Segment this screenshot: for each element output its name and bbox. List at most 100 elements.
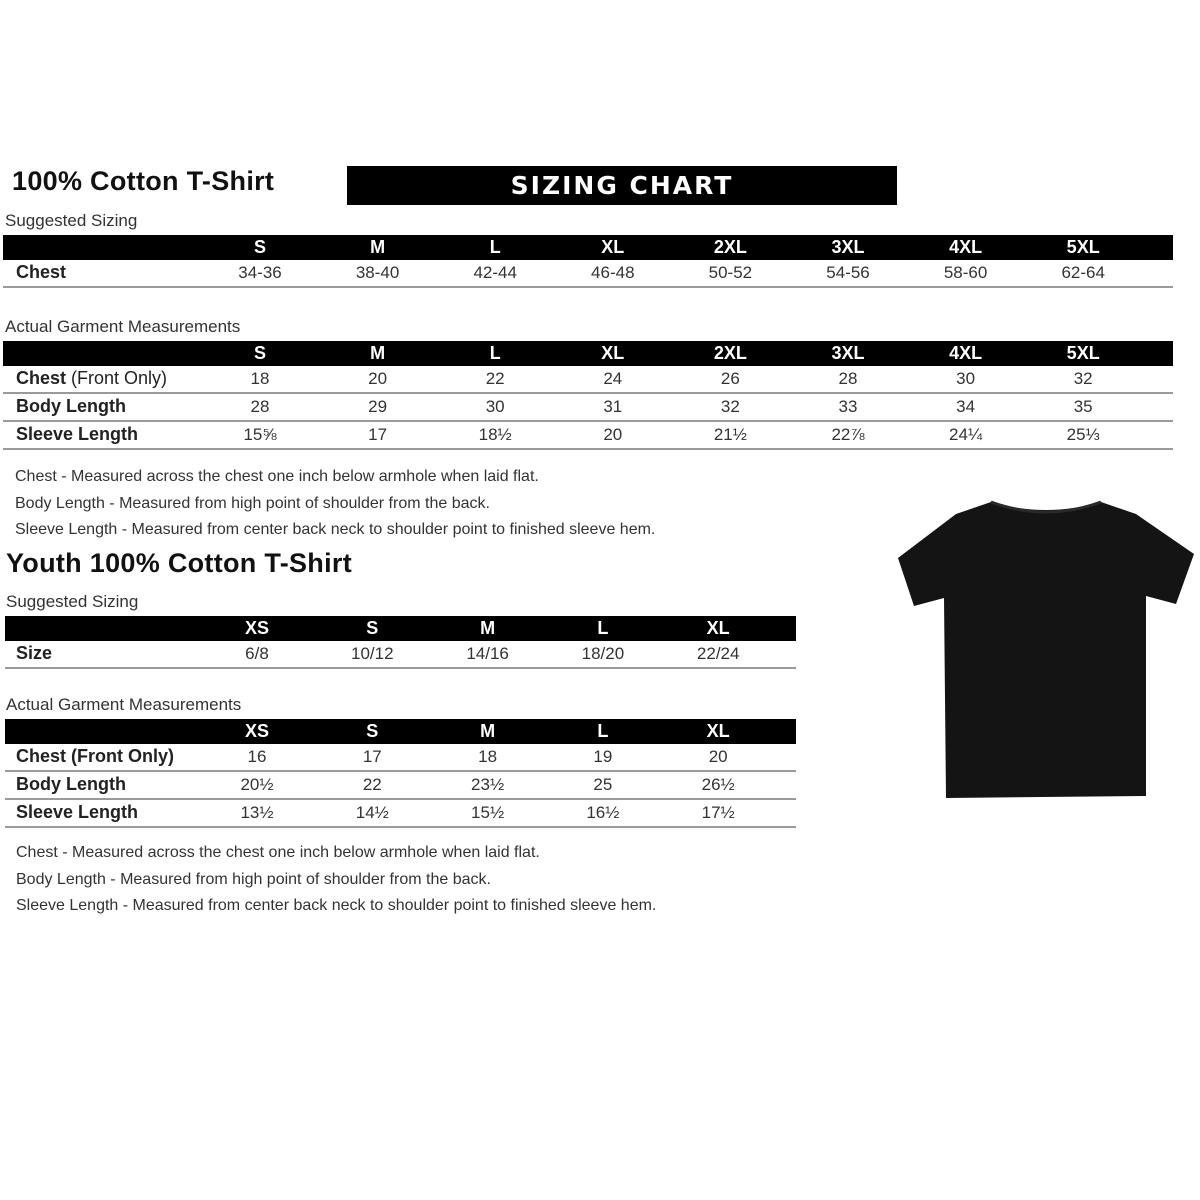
measurement-cell: 15½ (471, 803, 505, 822)
measurement-cell: 62-64 (1061, 263, 1105, 282)
measurement-cell: 58-60 (943, 263, 988, 282)
measurement-cell: 21½ (713, 425, 747, 444)
size-header-bar: XS S M L XL (5, 616, 796, 641)
size-header-xl: XL (601, 343, 625, 363)
measurement-cell: 26 (720, 369, 740, 388)
size-header-bar: S M L XL 2XL 3XL 4XL 5XL (3, 341, 1173, 366)
measurement-cell: 28 (838, 369, 858, 388)
measurement-cell: 18/20 (581, 644, 625, 663)
measurement-cell: 20 (708, 747, 728, 766)
size-header-3xl: 3XL (831, 343, 865, 363)
measurement-cell: 25⅓ (1066, 425, 1100, 444)
row-label: Size (16, 643, 52, 664)
measurement-cell: 15⅝ (243, 425, 277, 444)
row-divider (5, 826, 796, 828)
row-label: Body Length (16, 774, 126, 795)
measurement-cell: 31 (603, 397, 623, 416)
adult-title: 100% Cotton T-Shirt (12, 166, 275, 196)
measurement-cell: 20 (368, 369, 388, 388)
measurement-cell: 42-44 (473, 263, 517, 282)
size-header-s: S (366, 618, 379, 638)
measurement-cell: 24 (603, 369, 623, 388)
adult-note-sleeve: Sleeve Length - Measured from center bac… (15, 521, 656, 538)
size-header-2xl: 2XL (713, 343, 747, 363)
size-header-m: M (480, 721, 496, 741)
measurement-cell: 16½ (586, 803, 620, 822)
adult-suggested-label: Suggested Sizing (5, 211, 138, 230)
size-header-s: S (366, 721, 379, 741)
measurement-cell: 26½ (701, 775, 735, 794)
measurement-cell: 17 (362, 747, 382, 766)
row-divider (3, 392, 1173, 394)
size-header-3xl: 3XL (831, 237, 865, 257)
size-header-s: S (253, 237, 267, 257)
measurement-cell: 50-52 (708, 263, 753, 282)
row-label: Sleeve Length (16, 424, 138, 445)
size-header-5xl: 5XL (1066, 237, 1100, 257)
measurement-cell: 22 (362, 775, 382, 794)
measurement-cell: 14½ (355, 803, 389, 822)
measurement-cell: 32 (720, 397, 740, 416)
size-header-m: M (370, 343, 386, 363)
measurement-cell: 17½ (701, 803, 735, 822)
measurement-cell: 28 (250, 397, 270, 416)
size-header-xl: XL (601, 237, 625, 257)
row-divider (5, 667, 796, 669)
row-divider (3, 420, 1173, 422)
youth-title: Youth 100% Cotton T-Shirt (6, 548, 352, 578)
youth-note-sleeve: Sleeve Length - Measured from center bac… (16, 897, 657, 914)
row-label-text: Chest (16, 262, 67, 282)
measurement-cell: 34 (956, 397, 976, 416)
measurement-cell: 13½ (240, 803, 274, 822)
measurement-cell: 34-36 (238, 263, 282, 282)
measurement-cell: 25 (593, 775, 613, 794)
size-header-m: M (480, 618, 496, 638)
size-header-bar: S M L XL 2XL 3XL 4XL 5XL (3, 235, 1173, 260)
measurement-cell: 38-40 (355, 263, 400, 282)
measurement-cell: 16 (247, 747, 267, 766)
measurement-cell: 22⅞ (831, 425, 865, 444)
row-label-text: Body Length (16, 396, 126, 416)
size-header-4xl: 4XL (949, 237, 983, 257)
row-label-text: Chest (Front Only) (16, 746, 174, 766)
youth-note-chest: Chest - Measured across the chest one in… (16, 844, 540, 861)
measurement-cell: 20½ (240, 775, 274, 794)
row-label-text: Chest (16, 368, 67, 388)
measurement-cell: 19 (593, 747, 613, 766)
measurement-cell: 18½ (478, 425, 512, 444)
row-label-text: Sleeve Length (16, 424, 139, 444)
row-divider (3, 448, 1173, 450)
measurement-cell: 14/16 (466, 644, 509, 663)
size-header-xs: XS (244, 721, 270, 741)
measurement-cell: 35 (1073, 397, 1093, 416)
measurement-cell: 24¼ (949, 425, 983, 444)
measurement-cell: 32 (1073, 369, 1093, 388)
measurement-cell: 30 (956, 369, 976, 388)
size-header-xl: XL (706, 618, 730, 638)
row-label: Sleeve Length (16, 802, 138, 823)
measurement-cell: 33 (838, 397, 858, 416)
size-header-bar: XS S M L XL (5, 719, 796, 744)
row-label: Chest (Front Only) (16, 368, 167, 389)
measurement-cell: 22 (485, 369, 505, 388)
measurement-cell: 23½ (471, 775, 505, 794)
sizing-chart-banner: SIZING CHART (347, 166, 897, 205)
size-header-l: L (489, 343, 501, 363)
measurement-cell: 29 (368, 397, 388, 416)
row-divider (3, 286, 1173, 288)
measurement-cell: 6/8 (245, 644, 269, 663)
measurement-cell: 22/24 (696, 644, 740, 663)
size-header-4xl: 4XL (949, 343, 983, 363)
youth-suggested-label: Suggested Sizing (6, 592, 139, 611)
row-label-detail: (Front Only) (66, 368, 168, 388)
size-header-l: L (597, 721, 609, 741)
size-header-l: L (597, 618, 609, 638)
measurement-cell: 18 (478, 747, 498, 766)
size-header-l: L (489, 237, 501, 257)
size-header-2xl: 2XL (713, 237, 747, 257)
size-header-s: S (253, 343, 267, 363)
tshirt-image (898, 500, 1194, 798)
measurement-cell: 30 (485, 397, 505, 416)
row-label-text: Body Length (16, 774, 126, 794)
row-divider (5, 798, 796, 800)
